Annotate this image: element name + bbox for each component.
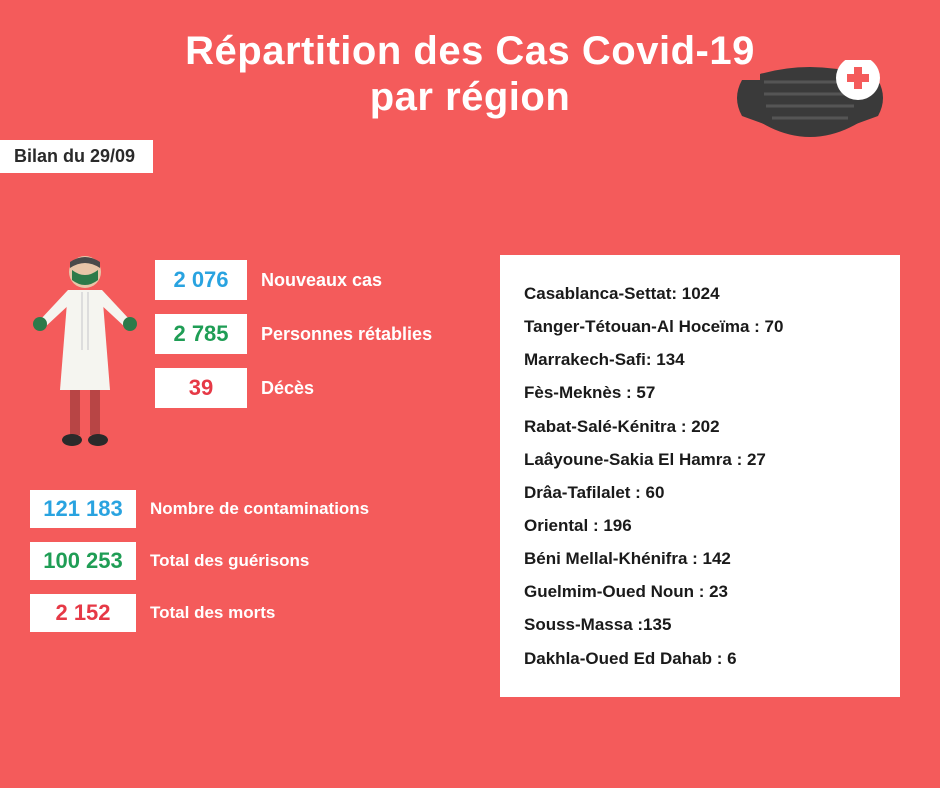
stat-label: Nouveaux cas <box>261 270 382 291</box>
stat-new-cases: 2 076 Nouveaux cas <box>155 260 432 300</box>
date-badge: Bilan du 29/09 <box>0 140 153 173</box>
mask-icon <box>730 60 890 160</box>
total-value: 121 183 <box>30 490 136 528</box>
totals-group: 121 183 Nombre de contaminations 100 253… <box>30 490 369 646</box>
total-label: Total des morts <box>150 603 275 623</box>
daily-stats-group: 2 076 Nouveaux cas 2 785 Personnes rétab… <box>155 260 432 422</box>
stat-label: Décès <box>261 378 314 399</box>
regions-panel: Casablanca-Settat: 1024 Tanger-Tétouan-A… <box>500 255 900 697</box>
total-label: Nombre de contaminations <box>150 499 369 519</box>
region-item: Souss-Massa :135 <box>524 608 876 641</box>
region-item: Laâyoune-Sakia El Hamra : 27 <box>524 443 876 476</box>
total-deaths: 2 152 Total des morts <box>30 594 369 632</box>
region-item: Marrakech-Safi: 134 <box>524 343 876 376</box>
stat-recovered: 2 785 Personnes rétablies <box>155 314 432 354</box>
total-label: Total des guérisons <box>150 551 309 571</box>
region-item: Béni Mellal-Khénifra : 142 <box>524 542 876 575</box>
stat-deaths: 39 Décès <box>155 368 432 408</box>
region-item: Dakhla-Oued Ed Dahab : 6 <box>524 642 876 675</box>
stat-value: 39 <box>155 368 247 408</box>
total-recoveries: 100 253 Total des guérisons <box>30 542 369 580</box>
region-item: Drâa-Tafilalet : 60 <box>524 476 876 509</box>
total-value: 2 152 <box>30 594 136 632</box>
region-item: Rabat-Salé-Kénitra : 202 <box>524 410 876 443</box>
region-item: Guelmim-Oued Noun : 23 <box>524 575 876 608</box>
total-value: 100 253 <box>30 542 136 580</box>
stat-value: 2 785 <box>155 314 247 354</box>
region-item: Fès-Meknès : 57 <box>524 376 876 409</box>
region-item: Oriental : 196 <box>524 509 876 542</box>
region-item: Casablanca-Settat: 1024 <box>524 277 876 310</box>
stat-label: Personnes rétablies <box>261 324 432 345</box>
stat-value: 2 076 <box>155 260 247 300</box>
total-contaminations: 121 183 Nombre de contaminations <box>30 490 369 528</box>
doctor-icon <box>30 250 140 455</box>
region-item: Tanger-Tétouan-Al Hoceïma : 70 <box>524 310 876 343</box>
